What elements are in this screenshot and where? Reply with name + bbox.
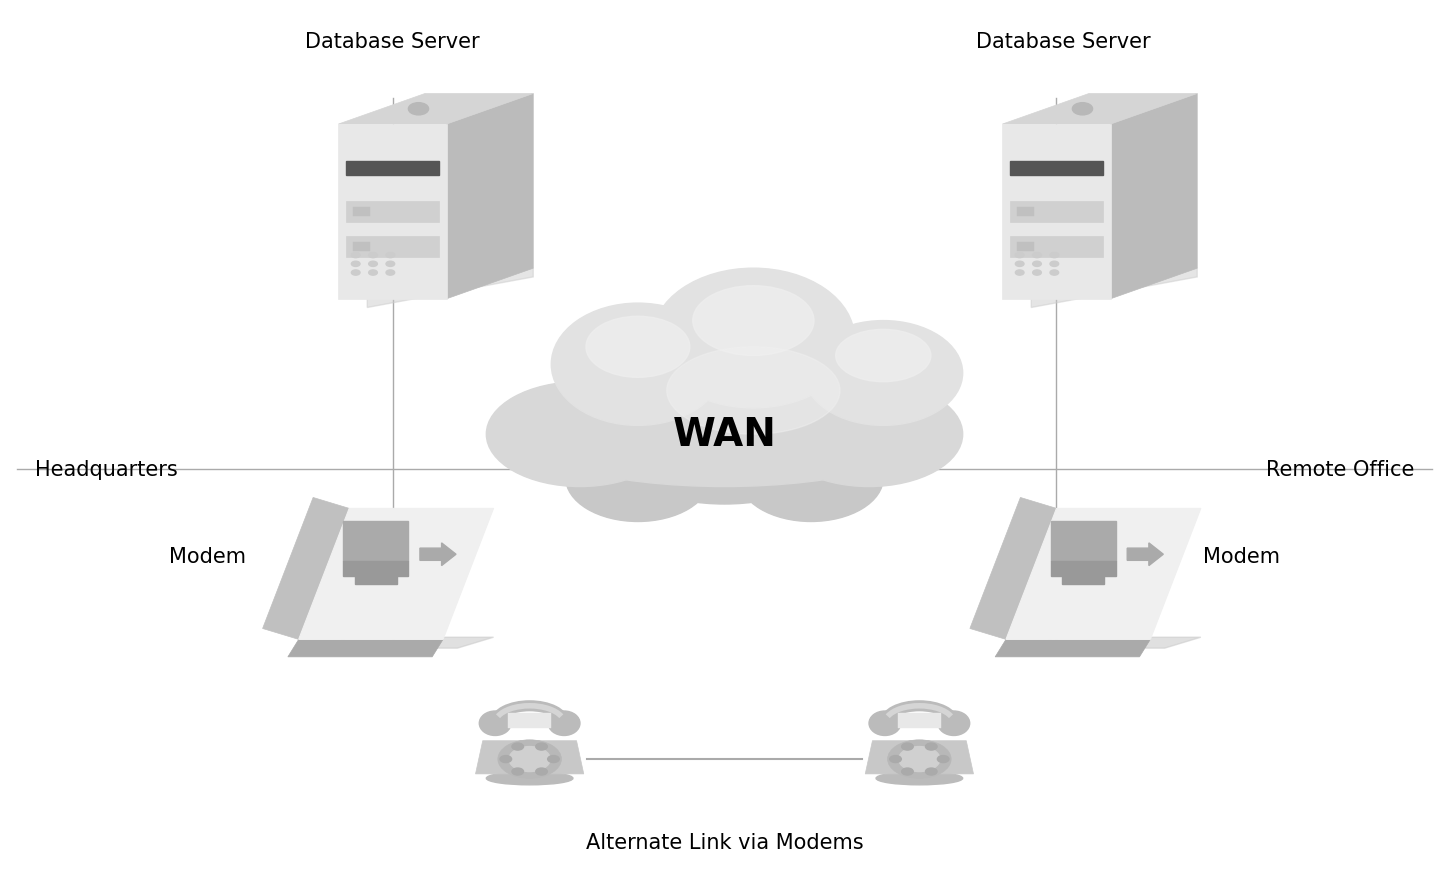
Circle shape [509, 746, 551, 772]
FancyBboxPatch shape [346, 162, 439, 176]
Ellipse shape [480, 711, 511, 736]
Polygon shape [969, 498, 1056, 640]
FancyBboxPatch shape [898, 713, 940, 729]
Ellipse shape [775, 382, 962, 487]
Ellipse shape [509, 365, 940, 487]
Polygon shape [367, 269, 533, 308]
Circle shape [409, 104, 429, 116]
Polygon shape [298, 508, 494, 640]
Ellipse shape [869, 711, 901, 736]
Polygon shape [262, 498, 349, 640]
Circle shape [901, 768, 913, 775]
FancyBboxPatch shape [1017, 242, 1035, 251]
Ellipse shape [667, 348, 840, 435]
Text: Alternate Link via Modems: Alternate Link via Modems [585, 832, 864, 852]
Polygon shape [475, 741, 584, 774]
Circle shape [1033, 262, 1042, 267]
Polygon shape [420, 543, 456, 566]
Polygon shape [1051, 561, 1116, 585]
Polygon shape [339, 94, 533, 125]
Polygon shape [446, 94, 533, 299]
Polygon shape [1032, 269, 1197, 308]
Polygon shape [343, 522, 409, 561]
Ellipse shape [487, 382, 674, 487]
FancyBboxPatch shape [1010, 202, 1103, 223]
Polygon shape [1003, 94, 1197, 125]
Circle shape [548, 756, 559, 763]
Circle shape [926, 744, 938, 750]
Circle shape [500, 756, 511, 763]
Circle shape [351, 253, 359, 258]
FancyBboxPatch shape [346, 202, 439, 223]
Circle shape [926, 768, 938, 775]
Ellipse shape [585, 317, 690, 378]
Circle shape [1016, 270, 1024, 276]
Circle shape [536, 768, 548, 775]
Polygon shape [1020, 637, 1201, 648]
Text: Headquarters: Headquarters [35, 459, 177, 479]
Circle shape [351, 262, 359, 267]
Circle shape [1051, 270, 1059, 276]
Circle shape [1051, 262, 1059, 267]
Polygon shape [1051, 522, 1116, 561]
Text: Modem: Modem [168, 547, 246, 567]
FancyBboxPatch shape [352, 242, 369, 251]
Ellipse shape [938, 711, 969, 736]
FancyBboxPatch shape [346, 236, 439, 257]
FancyBboxPatch shape [1017, 208, 1035, 217]
FancyBboxPatch shape [352, 208, 369, 217]
Polygon shape [1003, 125, 1110, 299]
Polygon shape [339, 125, 446, 299]
Polygon shape [1127, 543, 1164, 566]
Circle shape [385, 253, 394, 258]
Circle shape [351, 270, 359, 276]
Circle shape [498, 740, 561, 779]
Circle shape [1072, 104, 1093, 116]
Circle shape [890, 756, 901, 763]
Circle shape [511, 744, 523, 750]
FancyBboxPatch shape [1010, 162, 1103, 176]
Text: Remote Office: Remote Office [1266, 459, 1414, 479]
Ellipse shape [739, 435, 884, 522]
Ellipse shape [877, 772, 962, 785]
Ellipse shape [693, 286, 814, 356]
Circle shape [368, 262, 377, 267]
Circle shape [1051, 253, 1059, 258]
Circle shape [368, 253, 377, 258]
FancyBboxPatch shape [1010, 236, 1103, 257]
Circle shape [385, 262, 394, 267]
Circle shape [385, 270, 394, 276]
Ellipse shape [565, 435, 710, 522]
Polygon shape [313, 637, 494, 648]
Ellipse shape [487, 772, 572, 785]
Circle shape [511, 768, 523, 775]
Polygon shape [995, 640, 1151, 657]
Circle shape [1016, 253, 1024, 258]
Text: Database Server: Database Server [306, 32, 480, 52]
Ellipse shape [804, 321, 962, 426]
Ellipse shape [623, 417, 826, 505]
Polygon shape [288, 640, 443, 657]
Ellipse shape [652, 269, 855, 408]
Text: WAN: WAN [672, 415, 777, 454]
Circle shape [368, 270, 377, 276]
Polygon shape [343, 561, 409, 585]
Ellipse shape [548, 711, 580, 736]
Circle shape [1033, 253, 1042, 258]
Ellipse shape [551, 304, 724, 426]
Circle shape [1033, 270, 1042, 276]
Polygon shape [1006, 508, 1201, 640]
Circle shape [888, 740, 951, 779]
Circle shape [898, 746, 940, 772]
Circle shape [938, 756, 949, 763]
Circle shape [901, 744, 913, 750]
Circle shape [1016, 262, 1024, 267]
Text: Modem: Modem [1203, 547, 1281, 567]
Ellipse shape [836, 330, 930, 382]
Polygon shape [865, 741, 974, 774]
Polygon shape [1110, 94, 1197, 299]
FancyBboxPatch shape [509, 713, 551, 729]
Text: Database Server: Database Server [977, 32, 1151, 52]
Circle shape [536, 744, 548, 750]
